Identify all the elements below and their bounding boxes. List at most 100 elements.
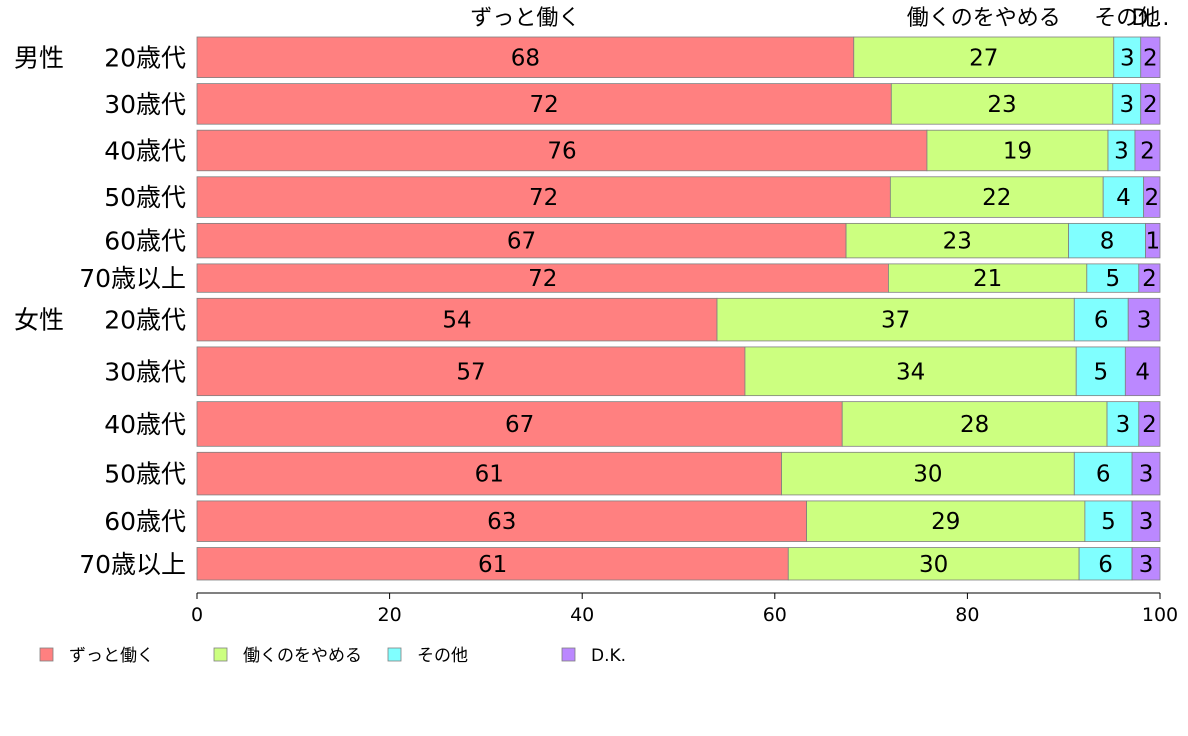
bar-segment	[926, 129, 1109, 172]
data-label: 61	[475, 462, 504, 488]
x-tick-label: 40	[570, 604, 594, 626]
bar-segment	[1107, 129, 1136, 172]
data-label: 61	[478, 552, 507, 578]
row-label: 30歳代	[104, 357, 186, 386]
data-label: 2	[1140, 138, 1155, 164]
data-label: 6	[1094, 308, 1109, 334]
column-headers: ずっと働く 働くのをやめる その他D...	[470, 6, 1169, 31]
bar-segment	[1145, 222, 1161, 259]
column-header: 働くのをやめる	[907, 6, 1061, 31]
bar-segment	[1078, 547, 1133, 581]
data-label: 22	[982, 185, 1011, 211]
data-label: 4	[1135, 359, 1150, 385]
bar-segment	[1138, 401, 1161, 447]
row-label: 40歳代	[104, 136, 186, 165]
data-label: 3	[1116, 412, 1131, 438]
bar-segment	[806, 500, 1086, 542]
row-label: 60歳代	[104, 227, 186, 256]
bar-segment	[196, 36, 855, 78]
data-label: 23	[987, 92, 1016, 118]
data-label: 23	[943, 229, 972, 255]
data-label: 72	[529, 185, 558, 211]
bar-segment	[1073, 297, 1129, 342]
bar-segment	[1113, 36, 1142, 78]
bar-segment	[1084, 500, 1133, 542]
bar-segment	[1131, 500, 1161, 542]
data-label: 54	[442, 308, 471, 334]
data-label: 5	[1101, 509, 1116, 535]
row-label: 40歳代	[104, 410, 186, 439]
x-tick-label: 20	[378, 604, 402, 626]
bar-segment	[196, 83, 892, 125]
group-label: 男性	[14, 43, 64, 72]
bar-segment	[196, 222, 847, 259]
data-label: 6	[1098, 552, 1113, 578]
bar-segment	[1075, 346, 1126, 397]
row-label: 50歳代	[104, 183, 186, 212]
x-axis: 0 20 40 60 80 100	[191, 592, 1178, 626]
bar-segment	[1131, 451, 1161, 496]
bar-segment	[1102, 176, 1145, 218]
column-header: D...	[1131, 6, 1169, 31]
data-label: 3	[1139, 462, 1154, 488]
data-label: 2	[1142, 266, 1157, 292]
data-label: 72	[528, 266, 557, 292]
row-label: 70歳以上	[79, 550, 186, 579]
legend-swatch	[561, 647, 576, 662]
data-label: 67	[505, 412, 534, 438]
row-label: 20歳代	[104, 43, 186, 72]
bar-segment	[1086, 263, 1140, 293]
bar-segment	[1134, 129, 1161, 172]
legend-swatch	[213, 647, 228, 662]
row-label: 50歳代	[104, 460, 186, 489]
group-label: 女性	[14, 306, 64, 335]
bar-segment	[1068, 222, 1146, 259]
data-label: 2	[1143, 45, 1158, 71]
data-label: 4	[1116, 185, 1131, 211]
data-label: 2	[1142, 412, 1157, 438]
x-tick-label: 100	[1142, 604, 1178, 626]
data-label: 37	[881, 308, 910, 334]
data-label: 30	[919, 552, 948, 578]
bar-segment	[1140, 83, 1161, 125]
bar-segment	[1112, 83, 1142, 125]
data-label: 67	[507, 229, 536, 255]
data-label: 8	[1100, 229, 1115, 255]
row-label: 30歳代	[104, 90, 186, 119]
row-label: 20歳代	[104, 306, 186, 335]
bar-segment	[196, 297, 718, 342]
data-label: 19	[1003, 138, 1032, 164]
bar-segment	[1143, 176, 1161, 218]
data-label: 34	[896, 359, 925, 385]
column-header: その他	[1094, 6, 1160, 31]
bar-segment	[890, 83, 1114, 125]
data-label: 29	[931, 509, 960, 535]
bar-segment	[196, 176, 891, 218]
data-label: 2	[1143, 92, 1158, 118]
data-label: 21	[973, 266, 1002, 292]
legend-swatch	[387, 647, 402, 662]
data-label: 68	[511, 45, 540, 71]
legend-label: ずっと働く	[69, 646, 154, 666]
bar-segment	[1124, 346, 1161, 397]
data-label: 5	[1105, 266, 1120, 292]
data-label: 30	[913, 462, 942, 488]
data-label: 57	[456, 359, 485, 385]
bar-segment	[196, 129, 928, 172]
data-label: 3	[1139, 552, 1154, 578]
bar-segment	[853, 36, 1115, 78]
data-label: 76	[547, 138, 576, 164]
bar-segment	[1138, 263, 1161, 293]
legend-label: 働くのをやめる	[243, 646, 362, 666]
data-label: 72	[530, 92, 559, 118]
data-label: 28	[960, 412, 989, 438]
data-label: 27	[969, 45, 998, 71]
data-label: 2	[1144, 185, 1159, 211]
data-label: 3	[1137, 308, 1152, 334]
bar-segment	[196, 547, 789, 581]
bar-segment	[841, 401, 1108, 447]
legend: ずっと働く 働くのをやめる その他 D.K.	[39, 646, 626, 666]
row-labels: 20歳代男性30歳代40歳代50歳代60歳代70歳以上20歳代女性30歳代40歳…	[14, 43, 186, 578]
bar-segment	[1131, 547, 1161, 581]
